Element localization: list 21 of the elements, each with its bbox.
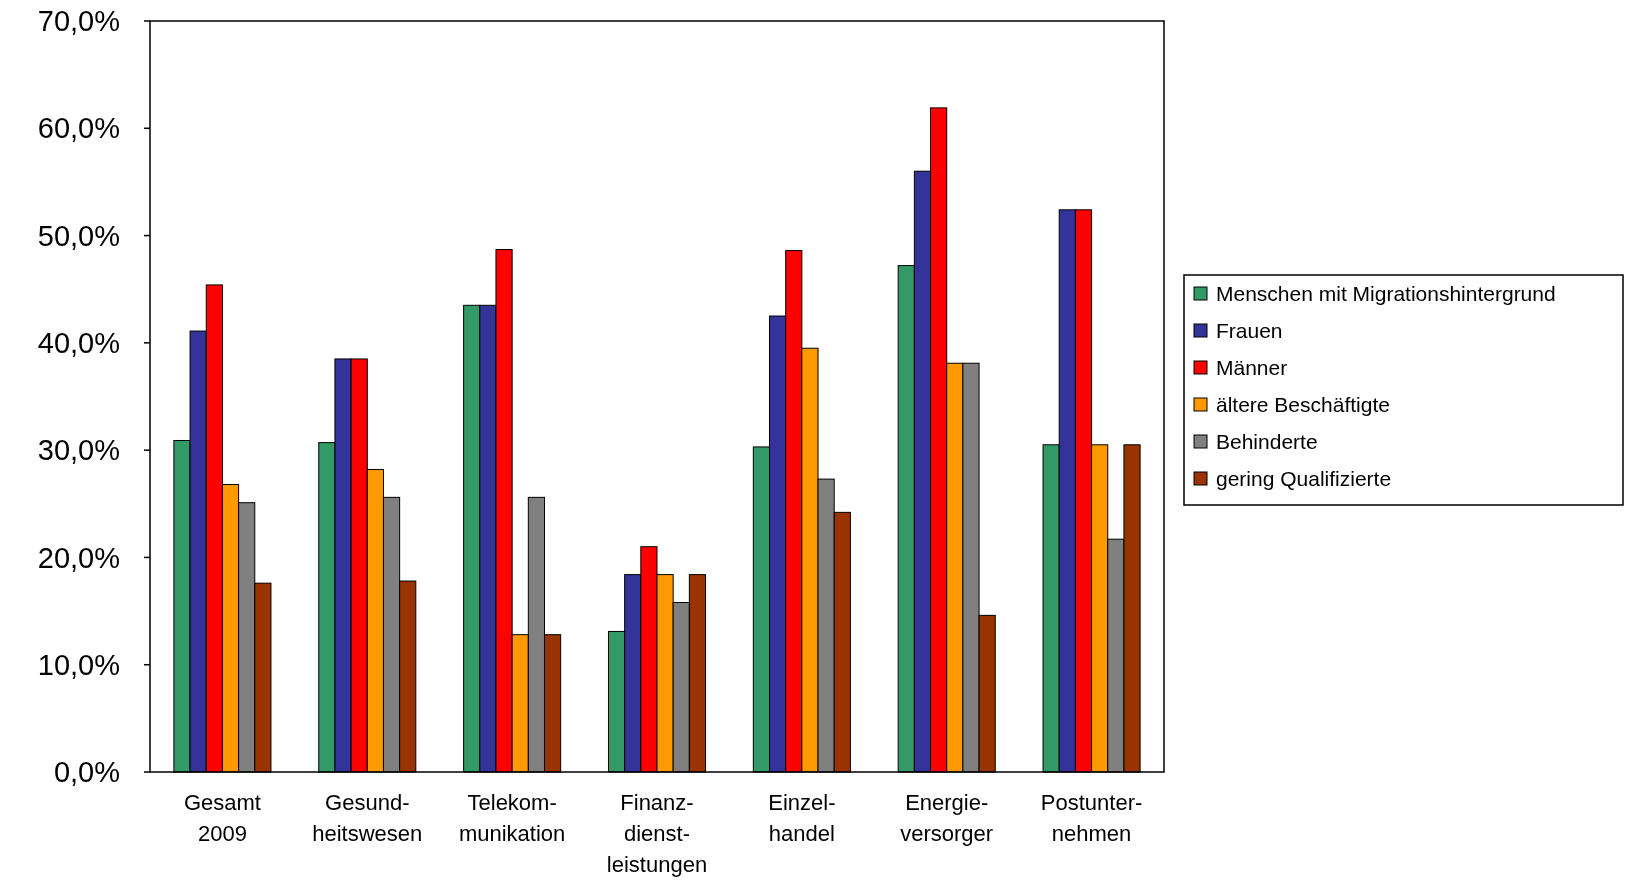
legend-label: Männer — [1216, 356, 1288, 380]
x-tick-label: Energie- versorger — [900, 790, 994, 846]
y-tick-label: 0,0% — [53, 756, 120, 789]
y-tick-label: 20,0% — [37, 541, 120, 574]
x-tick-label: Einzel- handel — [768, 790, 836, 846]
legend-label: Menschen mit Migrationshintergrund — [1216, 282, 1556, 306]
y-tick-label: 10,0% — [37, 648, 120, 681]
y-tick-label: 70,0% — [37, 5, 120, 38]
legend-label: Behinderte — [1216, 430, 1318, 454]
x-tick-label: Gesund- heitswesen — [312, 790, 423, 846]
y-tick-label: 60,0% — [37, 112, 120, 145]
x-tick-label: Gesamt 2009 — [183, 790, 261, 846]
x-tick-label: Telekom- munikation — [458, 790, 566, 846]
x-tick-label: Postunter- nehmen — [1040, 790, 1143, 846]
y-tick-label: 30,0% — [37, 434, 120, 467]
y-tick-label: 50,0% — [37, 219, 120, 252]
legend-label: Frauen — [1216, 319, 1283, 343]
legend-label: ältere Beschäftigte — [1216, 393, 1390, 417]
x-tick-label: Finanz- dienst- leistungen — [606, 790, 708, 877]
legend-label: gering Qualifizierte — [1216, 467, 1392, 491]
y-tick-label: 40,0% — [37, 327, 120, 360]
